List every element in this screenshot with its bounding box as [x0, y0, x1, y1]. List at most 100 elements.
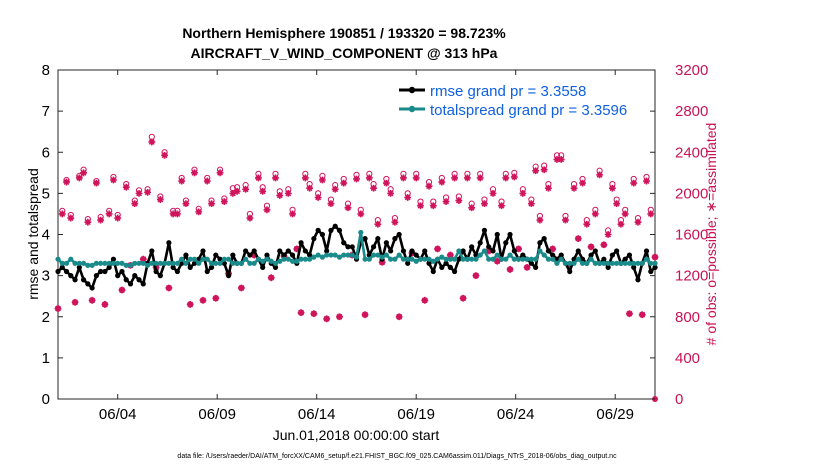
totalspread-point — [452, 256, 458, 262]
rmse-point — [345, 244, 351, 250]
rmse-point — [503, 240, 509, 246]
assimilated-obs-point — [344, 204, 352, 212]
y-right-tick-label: 3200 — [675, 62, 708, 79]
totalspread-point — [255, 256, 262, 262]
assimilated-obs-point — [289, 210, 296, 218]
totalspread-point — [268, 258, 274, 264]
rmse-point — [481, 227, 488, 233]
totalspread-point — [307, 256, 313, 262]
rmse-point — [247, 252, 253, 258]
assimilated-obs-point — [446, 251, 454, 259]
totalspread-point — [520, 256, 526, 262]
rmse-point — [533, 264, 539, 270]
assimilated-obs-point — [562, 216, 569, 224]
rmse-point — [311, 236, 317, 242]
x-tick-label: 06/14 — [298, 406, 336, 423]
rmse-point — [110, 256, 117, 262]
rmse-point — [59, 264, 65, 270]
rmse-point — [447, 264, 453, 270]
rmse-point — [243, 248, 249, 254]
assimilated-obs-point — [84, 218, 92, 226]
rmse-point — [272, 264, 279, 270]
assimilated-obs-point — [233, 187, 241, 195]
totalspread-point — [225, 256, 232, 262]
totalspread-point — [285, 256, 291, 262]
totalspread-point — [272, 260, 279, 266]
assimilated-obs-point — [319, 176, 326, 184]
assimilated-obs-point — [54, 305, 62, 312]
totalspread-point — [76, 260, 82, 266]
assimilated-obs-point — [527, 200, 535, 208]
assimilated-obs-point — [591, 210, 599, 218]
totalspread-point — [597, 260, 603, 266]
assimilated-obs-point — [438, 178, 446, 186]
totalspread-point — [140, 260, 146, 266]
totalspread-point — [196, 260, 202, 266]
assimilated-obs-point — [557, 156, 565, 163]
y-left-tick-label: 1 — [42, 350, 50, 367]
totalspread-point — [567, 260, 573, 266]
assimilated-obs-point — [229, 189, 237, 197]
assimilated-obs-point — [161, 151, 169, 159]
totalspread-point — [413, 258, 419, 264]
totalspread-point — [110, 260, 117, 266]
legend-rmse-label: rmse grand pr = 3.3558 — [430, 83, 586, 100]
totalspread-point — [85, 262, 91, 268]
totalspread-point — [469, 256, 475, 262]
totalspread-point — [157, 260, 163, 266]
assimilated-obs-point — [523, 264, 531, 271]
assimilated-obs-point — [297, 309, 305, 317]
totalspread-point — [473, 256, 479, 262]
totalspread-point — [605, 260, 611, 266]
rmse-point — [166, 240, 172, 246]
assimilated-obs-point — [118, 286, 126, 294]
assimilated-obs-point — [135, 189, 143, 197]
rmse-point — [413, 252, 419, 258]
totalspread-point — [349, 252, 355, 258]
assimilated-obs-point — [519, 189, 527, 197]
assimilated-obs-point — [545, 184, 552, 192]
assimilated-obs-point — [216, 169, 224, 177]
totalspread-point — [353, 254, 360, 260]
totalspread-point — [550, 256, 556, 262]
totalspread-point — [264, 256, 270, 262]
totalspread-point — [370, 252, 377, 258]
x-ticks: 06/04 06/09 06/14 06/19 06/24 06/29 — [99, 70, 634, 423]
assimilated-obs-point — [276, 192, 284, 199]
assimilated-obs-point — [626, 310, 633, 318]
rmse-point — [170, 264, 176, 270]
x-tick-label: 06/04 — [99, 406, 137, 423]
totalspread-point — [507, 252, 513, 258]
assimilated-obs-point — [583, 220, 591, 228]
assimilated-obs-point — [195, 208, 203, 216]
assimilated-obs-point — [608, 184, 616, 192]
x-tick-label: 06/19 — [397, 406, 435, 423]
rmse-point — [537, 240, 543, 246]
assimilated-obs-point — [284, 189, 292, 197]
assimilated-obs-point — [643, 177, 650, 185]
assimilated-obs-point — [71, 298, 79, 306]
assimilated-obs-point — [600, 241, 608, 249]
totalspread-point — [643, 256, 650, 262]
assimilated-obs-point — [293, 245, 301, 253]
rmse-point — [119, 268, 125, 275]
totalspread-point — [238, 260, 244, 266]
rmse-point — [409, 248, 415, 254]
rmse-point — [622, 256, 628, 262]
chart-title-line2: AIRCRAFT_V_WIND_COMPONENT @ 313 hPa — [191, 45, 498, 61]
rmse-point — [115, 273, 121, 279]
totalspread-point — [183, 260, 189, 266]
assimilated-obs-point — [114, 214, 122, 222]
rmse-spread-lines — [55, 223, 658, 291]
totalspread-point — [537, 248, 543, 254]
totalspread-point — [294, 258, 300, 264]
assimilated-obs-point — [267, 274, 275, 282]
totalspread-point — [443, 256, 449, 262]
rmse-point — [123, 277, 129, 283]
assimilated-obs-point — [498, 202, 505, 210]
assimilated-obs-point — [272, 174, 279, 182]
rmse-point — [626, 252, 633, 258]
totalspread-point — [341, 252, 347, 258]
rmse-point — [490, 248, 496, 254]
totalspread-point — [127, 262, 134, 268]
